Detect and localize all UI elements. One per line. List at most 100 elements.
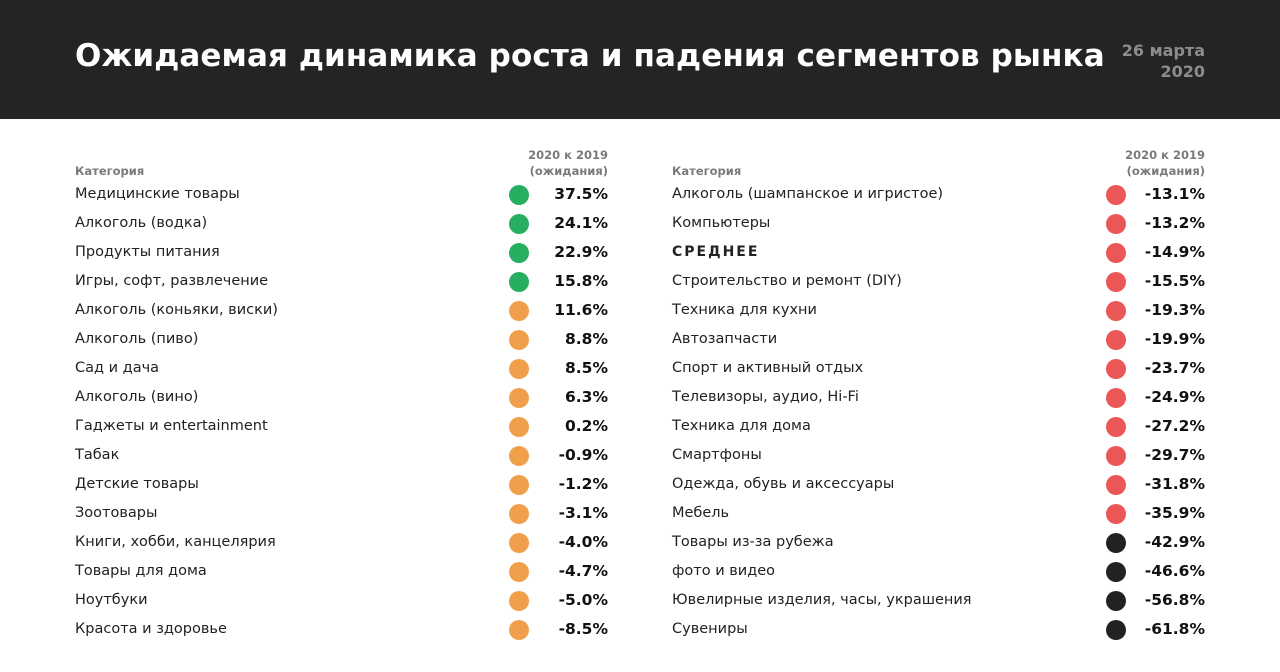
right-table: Категория 2020 к 2019 (ожидания) Алкогол… [672,145,1205,645]
table-row: Телевизоры, аудио, Hi-Fi -24.9% [672,384,1205,413]
table-row: фото и видео -46.6% [672,558,1205,587]
right-table-rows: Алкоголь (шампанское и игристое) -13.1% Ко… [672,181,1205,645]
status-dot-icon [1106,562,1126,582]
status-dot-icon [1106,272,1126,292]
category-name: Техника для дома [672,418,811,434]
status-dot-icon [509,185,529,205]
category-name: Алкоголь (коньяки, виски) [75,302,278,318]
table-row: Товары для дома -4.7% [75,558,608,587]
growth-value: -31.8% [1144,475,1205,493]
left-table-rows: Медицинские товары 37.5% Алкоголь (водка) 2… [75,181,608,645]
category-name: Табак [75,447,120,463]
status-dot-icon [1106,214,1126,234]
left-table: Категория 2020 к 2019 (ожидания) Медицин… [75,145,608,645]
category-name: Детские товары [75,476,199,492]
category-name: Игры, софт, развлечение [75,273,269,289]
growth-value: -19.9% [1144,330,1205,348]
growth-value: 6.3% [565,388,608,406]
value-column-header: 2020 к 2019 (ожидания) [1125,147,1205,179]
table-row: Ноутбуки -5.0% [75,587,608,616]
category-name: Алкоголь (вино) [75,389,199,405]
table-row: Техника для дома -27.2% [672,413,1205,442]
status-dot-icon [509,301,529,321]
table-row: Автозапчасти -19.9% [672,326,1205,355]
status-dot-icon [1106,301,1126,321]
status-dot-icon [509,504,529,524]
table-row: Книги, хобби, канцелярия -4.0% [75,529,608,558]
category-column-header: Категория [75,164,145,178]
table-row: Товары из-за рубежа -42.9% [672,529,1205,558]
growth-value: -61.8% [1144,620,1205,638]
category-name: Ювелирные изделия, часы, украшения [672,592,972,608]
status-dot-icon [509,620,529,640]
growth-value: -23.7% [1144,359,1205,377]
value-column-header-line2: (ожидания) [529,164,608,178]
category-name: Телевизоры, аудио, Hi-Fi [672,389,859,405]
growth-value: 22.9% [554,243,608,261]
growth-value: -5.0% [558,591,608,609]
table-row: Техника для кухни -19.3% [672,297,1205,326]
status-dot-icon [509,388,529,408]
table-row: Мебель -35.9% [672,500,1205,529]
table-row: Алкоголь (пиво) 8.8% [75,326,608,355]
growth-value: 8.5% [565,359,608,377]
table-row: Гаджеты и entertainment 0.2% [75,413,608,442]
table-row: Одежда, обувь и аксессуары -31.8% [672,471,1205,500]
right-table-header: Категория 2020 к 2019 (ожидания) [672,145,1205,181]
table-row: Игры, софт, развлечение 15.8% [75,268,608,297]
status-dot-icon [1106,533,1126,553]
growth-value: -46.6% [1144,562,1205,580]
status-dot-icon [1106,359,1126,379]
status-dot-icon [509,359,529,379]
table-row: Спорт и активный отдых -23.7% [672,355,1205,384]
left-table-header: Категория 2020 к 2019 (ожидания) [75,145,608,181]
status-dot-icon [1106,243,1126,263]
category-name: Строительство и ремонт (DIY) [672,273,902,289]
status-dot-icon [509,475,529,495]
value-column-header: 2020 к 2019 (ожидания) [528,147,608,179]
growth-value: -8.5% [558,620,608,638]
category-name: Гаджеты и entertainment [75,418,268,434]
growth-value: 24.1% [554,214,608,232]
status-dot-icon [509,562,529,582]
table-row: Детские товары -1.2% [75,471,608,500]
category-name: Медицинские товары [75,186,240,202]
status-dot-icon [1106,185,1126,205]
growth-value: 8.8% [565,330,608,348]
growth-value: -4.7% [558,562,608,580]
table-row: Продукты питания 22.9% [75,239,608,268]
table-row: Строительство и ремонт (DIY) -15.5% [672,268,1205,297]
status-dot-icon [1106,504,1126,524]
table-row: Табак -0.9% [75,442,608,471]
table-row: Сад и дача 8.5% [75,355,608,384]
growth-value: 37.5% [554,185,608,203]
category-name: Алкоголь (шампанское и игристое) [672,186,944,202]
growth-value: -13.2% [1144,214,1205,232]
table-row: Зоотовары -3.1% [75,500,608,529]
category-name: Одежда, обувь и аксессуары [672,476,895,492]
category-name: Продукты питания [75,244,220,260]
header-bar: Ожидаемая динамика роста и падения сегме… [0,0,1280,119]
status-dot-icon [509,243,529,263]
category-name: Автозапчасти [672,331,778,347]
growth-value: 15.8% [554,272,608,290]
value-column-header-line2: (ожидания) [1126,164,1205,178]
status-dot-icon [509,591,529,611]
status-dot-icon [1106,446,1126,466]
category-name: Сад и дача [75,360,160,376]
growth-value: -14.9% [1144,243,1205,261]
status-dot-icon [509,533,529,553]
category-name: Компьютеры [672,215,771,231]
growth-value: -1.2% [558,475,608,493]
status-dot-icon [1106,591,1126,611]
table-row: Красота и здоровье -8.5% [75,616,608,645]
table-row: Сувениры -61.8% [672,616,1205,645]
category-name: Сувениры [672,621,748,637]
category-name: Мебель [672,505,730,521]
table-row: Алкоголь (вино) 6.3% [75,384,608,413]
status-dot-icon [1106,388,1126,408]
category-name: Ноутбуки [75,592,148,608]
growth-value: 0.2% [565,417,608,435]
growth-value: -15.5% [1144,272,1205,290]
table-row: Алкоголь (водка) 24.1% [75,210,608,239]
